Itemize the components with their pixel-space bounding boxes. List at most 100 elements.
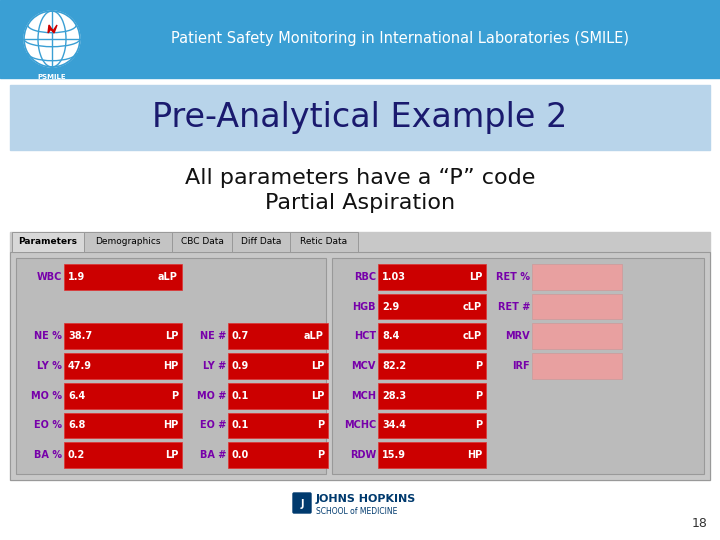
Text: Retic Data: Retic Data	[300, 238, 348, 246]
Bar	[378, 294, 486, 320]
Text: MO %: MO %	[31, 391, 62, 401]
Text: 34.4: 34.4	[382, 421, 406, 430]
Text: 0.1: 0.1	[232, 391, 249, 401]
Text: 8.4: 8.4	[382, 331, 400, 341]
Text: 0.0: 0.0	[232, 450, 249, 460]
Text: Partial Aspiration: Partial Aspiration	[265, 193, 455, 213]
Bar	[532, 353, 622, 379]
Bar	[228, 323, 328, 349]
Text: 82.2: 82.2	[382, 361, 406, 371]
Bar	[532, 294, 622, 320]
Text: cLP: cLP	[463, 301, 482, 312]
Text: 38.7: 38.7	[68, 331, 92, 341]
Bar	[64, 264, 182, 290]
Text: 0.9: 0.9	[232, 361, 249, 371]
Text: 1.9: 1.9	[68, 272, 85, 282]
Text: CBC Data: CBC Data	[181, 238, 223, 246]
Text: P: P	[475, 361, 482, 371]
Text: BA #: BA #	[199, 450, 226, 460]
Text: HCT: HCT	[354, 331, 376, 341]
Text: 6.8: 6.8	[68, 421, 86, 430]
Text: LP: LP	[469, 272, 482, 282]
Bar	[10, 252, 710, 480]
Text: RDW: RDW	[350, 450, 376, 460]
Text: 47.9: 47.9	[68, 361, 92, 371]
Text: P: P	[317, 421, 324, 430]
Bar	[290, 232, 358, 252]
Bar	[10, 232, 710, 480]
Bar	[378, 442, 486, 468]
Text: JOHNS HOPKINS: JOHNS HOPKINS	[316, 494, 416, 504]
Text: MCH: MCH	[351, 391, 376, 401]
Bar	[378, 323, 486, 349]
Text: J: J	[300, 499, 304, 509]
Text: LY %: LY %	[37, 361, 62, 371]
Bar	[12, 232, 84, 252]
Text: LP: LP	[165, 450, 178, 460]
Text: All parameters have a “P” code: All parameters have a “P” code	[185, 168, 535, 188]
Bar	[532, 264, 622, 290]
Text: NE #: NE #	[199, 331, 226, 341]
Text: EO %: EO %	[34, 421, 62, 430]
Text: WBC: WBC	[37, 272, 62, 282]
Text: HP: HP	[163, 361, 178, 371]
Bar	[172, 232, 232, 252]
Text: Parameters: Parameters	[19, 238, 78, 246]
Bar	[378, 353, 486, 379]
Bar	[378, 413, 486, 438]
Text: Patient Safety Monitoring in International Laboratories (SMILE): Patient Safety Monitoring in Internation…	[171, 31, 629, 46]
Text: RET %: RET %	[496, 272, 530, 282]
Text: 0.7: 0.7	[232, 331, 249, 341]
Bar	[532, 323, 622, 349]
Text: aLP: aLP	[158, 272, 178, 282]
Bar	[64, 413, 182, 438]
Text: 0.1: 0.1	[232, 421, 249, 430]
Text: LP: LP	[310, 391, 324, 401]
Text: P: P	[171, 391, 178, 401]
Text: 18: 18	[692, 517, 708, 530]
Bar	[64, 383, 182, 409]
Text: MRV: MRV	[505, 331, 530, 341]
Bar	[84, 232, 172, 252]
Text: PSMILE: PSMILE	[37, 74, 66, 80]
Text: HP: HP	[467, 450, 482, 460]
Polygon shape	[48, 25, 57, 33]
Text: HGB: HGB	[353, 301, 376, 312]
Text: LP: LP	[165, 331, 178, 341]
FancyBboxPatch shape	[293, 493, 311, 513]
Bar	[228, 353, 328, 379]
Text: P: P	[475, 421, 482, 430]
Bar	[64, 442, 182, 468]
Text: Demographics: Demographics	[95, 238, 161, 246]
Text: cLP: cLP	[463, 331, 482, 341]
Bar	[232, 232, 290, 252]
Text: MCV: MCV	[351, 361, 376, 371]
Text: Pre-Analytical Example 2: Pre-Analytical Example 2	[153, 102, 567, 134]
Bar	[332, 258, 704, 474]
Bar	[228, 413, 328, 438]
Bar	[64, 353, 182, 379]
Text: LP: LP	[310, 361, 324, 371]
Text: EO #: EO #	[199, 421, 226, 430]
Text: 28.3: 28.3	[382, 391, 406, 401]
Text: SCHOOL of MEDICINE: SCHOOL of MEDICINE	[316, 507, 397, 516]
Circle shape	[24, 11, 80, 67]
Text: MCHC: MCHC	[343, 421, 376, 430]
Text: 0.2: 0.2	[68, 450, 85, 460]
Text: 15.9: 15.9	[382, 450, 406, 460]
Text: MO #: MO #	[197, 391, 226, 401]
Text: LY #: LY #	[203, 361, 226, 371]
Text: P: P	[475, 391, 482, 401]
Bar	[378, 264, 486, 290]
Text: RET #: RET #	[498, 301, 530, 312]
Text: IRF: IRF	[513, 361, 530, 371]
Text: BA %: BA %	[34, 450, 62, 460]
Bar	[64, 323, 182, 349]
Text: NE %: NE %	[34, 331, 62, 341]
Text: aLP: aLP	[304, 331, 324, 341]
Bar	[0, 0, 720, 78]
Text: HP: HP	[163, 421, 178, 430]
Text: 2.9: 2.9	[382, 301, 400, 312]
Text: 1.03: 1.03	[382, 272, 406, 282]
Text: Diff Data: Diff Data	[240, 238, 282, 246]
